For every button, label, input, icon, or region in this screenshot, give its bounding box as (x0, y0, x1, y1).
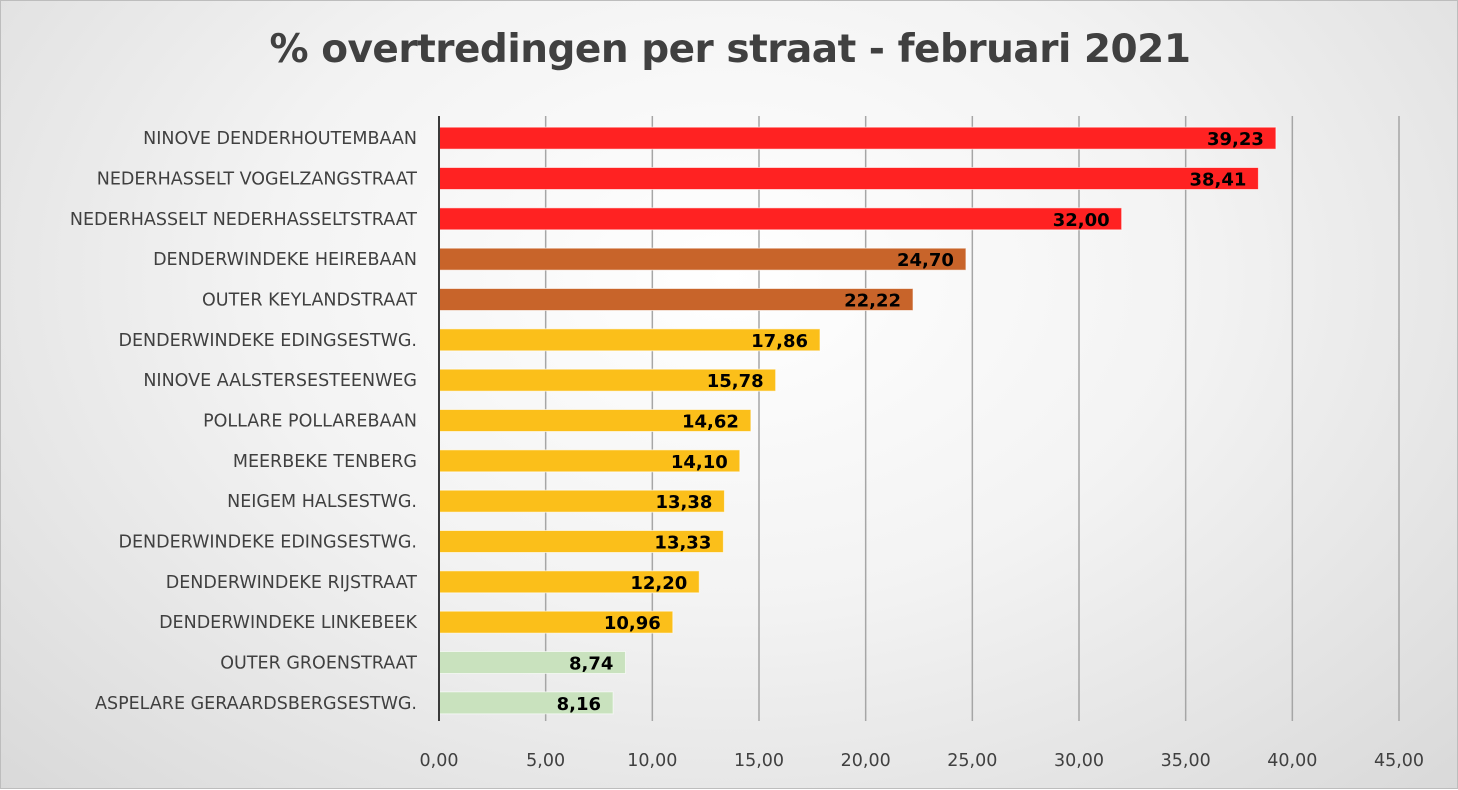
bar (438, 167, 1259, 190)
category-label: NEIGEM HALSESTWG. (227, 492, 417, 512)
data-label: 39,23 (1207, 129, 1264, 150)
category-label: NINOVE AALSTERSESTEENWEG (143, 371, 417, 391)
data-label: 24,70 (897, 250, 954, 271)
data-label: 13,38 (656, 492, 713, 513)
data-label: 17,86 (751, 331, 808, 352)
bar (438, 126, 1277, 150)
category-label: DENDERWINDEKE RIJSTRAAT (166, 573, 418, 593)
data-label: 10,96 (604, 613, 661, 634)
labels: 0,00 5,00 10,00 15,00 20,00 25,00 30,00 35,00 40… (70, 129, 1424, 771)
x-tick-label: 5,00 (526, 751, 565, 771)
category-label: POLLARE POLLAREBAAN (203, 412, 417, 432)
x-tick-label: 30,00 (1054, 751, 1104, 771)
category-label: DENDERWINDEKE HEIREBAAN (153, 250, 417, 270)
x-tick-label: 45,00 (1374, 751, 1424, 771)
data-label: 14,62 (682, 412, 739, 433)
category-label: NEDERHASSELT NEDERHASSELTSTRAAT (70, 210, 417, 230)
chart-title: % overtredingen per straat - februari 20… (269, 27, 1191, 72)
category-label: OUTER KEYLANDSTRAAT (202, 291, 417, 311)
bar (438, 247, 967, 271)
x-tick-label: 20,00 (841, 751, 891, 771)
bar (438, 207, 1123, 231)
x-tick-label: 40,00 (1267, 751, 1317, 771)
category-label: MEERBEKE TENBERG (233, 452, 417, 472)
category-label: NEDERHASSELT VOGELZANGSTRAAT (97, 170, 418, 190)
data-label: 15,78 (707, 371, 764, 392)
data-label: 38,41 (1189, 170, 1246, 191)
x-tick-label: 25,00 (947, 751, 997, 771)
data-label: 12,20 (630, 573, 687, 594)
x-tick-label: 0,00 (420, 751, 459, 771)
x-tick-label: 35,00 (1161, 751, 1211, 771)
data-label: 13,33 (654, 533, 711, 554)
category-label: DENDERWINDEKE EDINGSESTWG. (118, 533, 417, 553)
data-label: 8,74 (569, 654, 613, 675)
x-tick-label: 15,00 (734, 751, 784, 771)
category-label: DENDERWINDEKE EDINGSESTWG. (118, 331, 417, 351)
x-tick-label: 10,00 (627, 751, 677, 771)
data-label: 22,22 (844, 291, 901, 312)
category-label: DENDERWINDEKE LINKEBEEK (159, 613, 417, 633)
category-label: OUTER GROENSTRAAT (220, 654, 417, 674)
category-label: ASPELARE GERAARDSBERGSESTWG. (95, 694, 417, 714)
data-label: 32,00 (1053, 210, 1110, 231)
category-label: NINOVE DENDERHOUTEMBAAN (143, 129, 417, 149)
data-label: 8,16 (557, 694, 601, 715)
bar (438, 288, 914, 311)
data-label: 14,10 (671, 452, 728, 473)
bars (438, 126, 1277, 715)
